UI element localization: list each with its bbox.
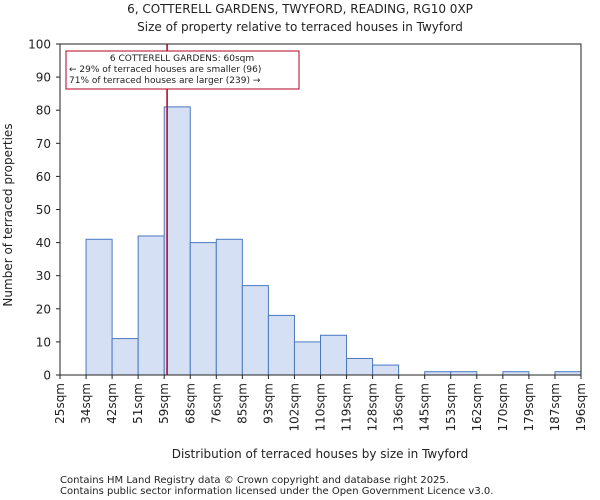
chart-title: 6, COTTERELL GARDENS, TWYFORD, READING, …: [127, 2, 473, 16]
x-tick-label: 128sqm: [366, 383, 380, 431]
x-tick-label: 85sqm: [235, 383, 249, 424]
histogram-bar: [85, 238, 113, 376]
x-tick-label: 153sqm: [444, 383, 458, 431]
x-tick-label: 179sqm: [522, 383, 536, 431]
plot-frame: [59, 43, 582, 376]
x-tick-label: 162sqm: [470, 383, 484, 431]
x-tick-label: 93sqm: [261, 383, 275, 424]
annotation-line-1: 6 COTTERELL GARDENS: 60sqm: [110, 54, 254, 64]
histogram-bar: [241, 285, 269, 376]
annotation-border: [65, 50, 300, 90]
histogram-bar: [372, 364, 400, 376]
annotation-line-3: 71% of terraced houses are larger (239) …: [69, 76, 261, 86]
x-tick-label: 145sqm: [418, 383, 432, 431]
annotation-line-2: ← 29% of terraced houses are smaller (96…: [69, 65, 261, 75]
annotation-box: 6 COTTERELL GARDENS: 60sqm ← 29% of terr…: [65, 50, 300, 90]
x-tick-label: 25sqm: [53, 383, 67, 424]
x-tick-label: 119sqm: [340, 383, 354, 431]
x-tick-label: 136sqm: [392, 383, 406, 431]
x-tick-label: 170sqm: [496, 383, 510, 431]
x-tick-label: 59sqm: [157, 383, 171, 424]
y-tick-label: 80: [36, 104, 51, 118]
x-tick-label: 187sqm: [548, 383, 562, 431]
x-axis-label: Distribution of terraced houses by size …: [172, 447, 469, 461]
y-tick-label: 50: [36, 203, 51, 217]
y-tick-label: 90: [36, 71, 51, 85]
x-tick-label: 196sqm: [574, 383, 588, 431]
y-tick-label: 20: [36, 302, 51, 316]
y-tick-label: 70: [36, 137, 51, 151]
y-tick-label: 100: [28, 38, 51, 52]
x-tick-label: 110sqm: [314, 383, 328, 431]
histogram-bar: [215, 238, 243, 376]
histogram-bar: [320, 334, 348, 376]
y-tick-label: 60: [36, 170, 51, 184]
histogram-bar: [189, 242, 217, 376]
y-tick-label: 0: [43, 369, 51, 383]
x-tick-label: 102sqm: [287, 383, 301, 431]
histogram-bar: [346, 357, 374, 376]
y-tick-label: 40: [36, 236, 51, 250]
x-tick-label: 34sqm: [79, 383, 93, 424]
x-tick-label: 51sqm: [131, 383, 145, 424]
histogram-bar: [137, 235, 165, 376]
y-tick-label: 30: [36, 269, 51, 283]
y-axis-label: Number of terraced properties: [1, 123, 15, 306]
x-tick-label: 68sqm: [183, 383, 197, 424]
footer-line-2: Contains public sector information licen…: [60, 486, 493, 497]
y-tick-label: 10: [36, 335, 51, 349]
x-tick-label: 42sqm: [105, 383, 119, 424]
chart-subtitle: Size of property relative to terraced ho…: [137, 20, 463, 34]
histogram-bar: [163, 106, 191, 376]
histogram-bar: [111, 338, 139, 376]
histogram-bar: [293, 341, 322, 376]
x-tick-label: 76sqm: [209, 383, 223, 424]
footer-line-1: Contains HM Land Registry data © Crown c…: [60, 475, 449, 486]
histogram-bar: [267, 314, 295, 376]
